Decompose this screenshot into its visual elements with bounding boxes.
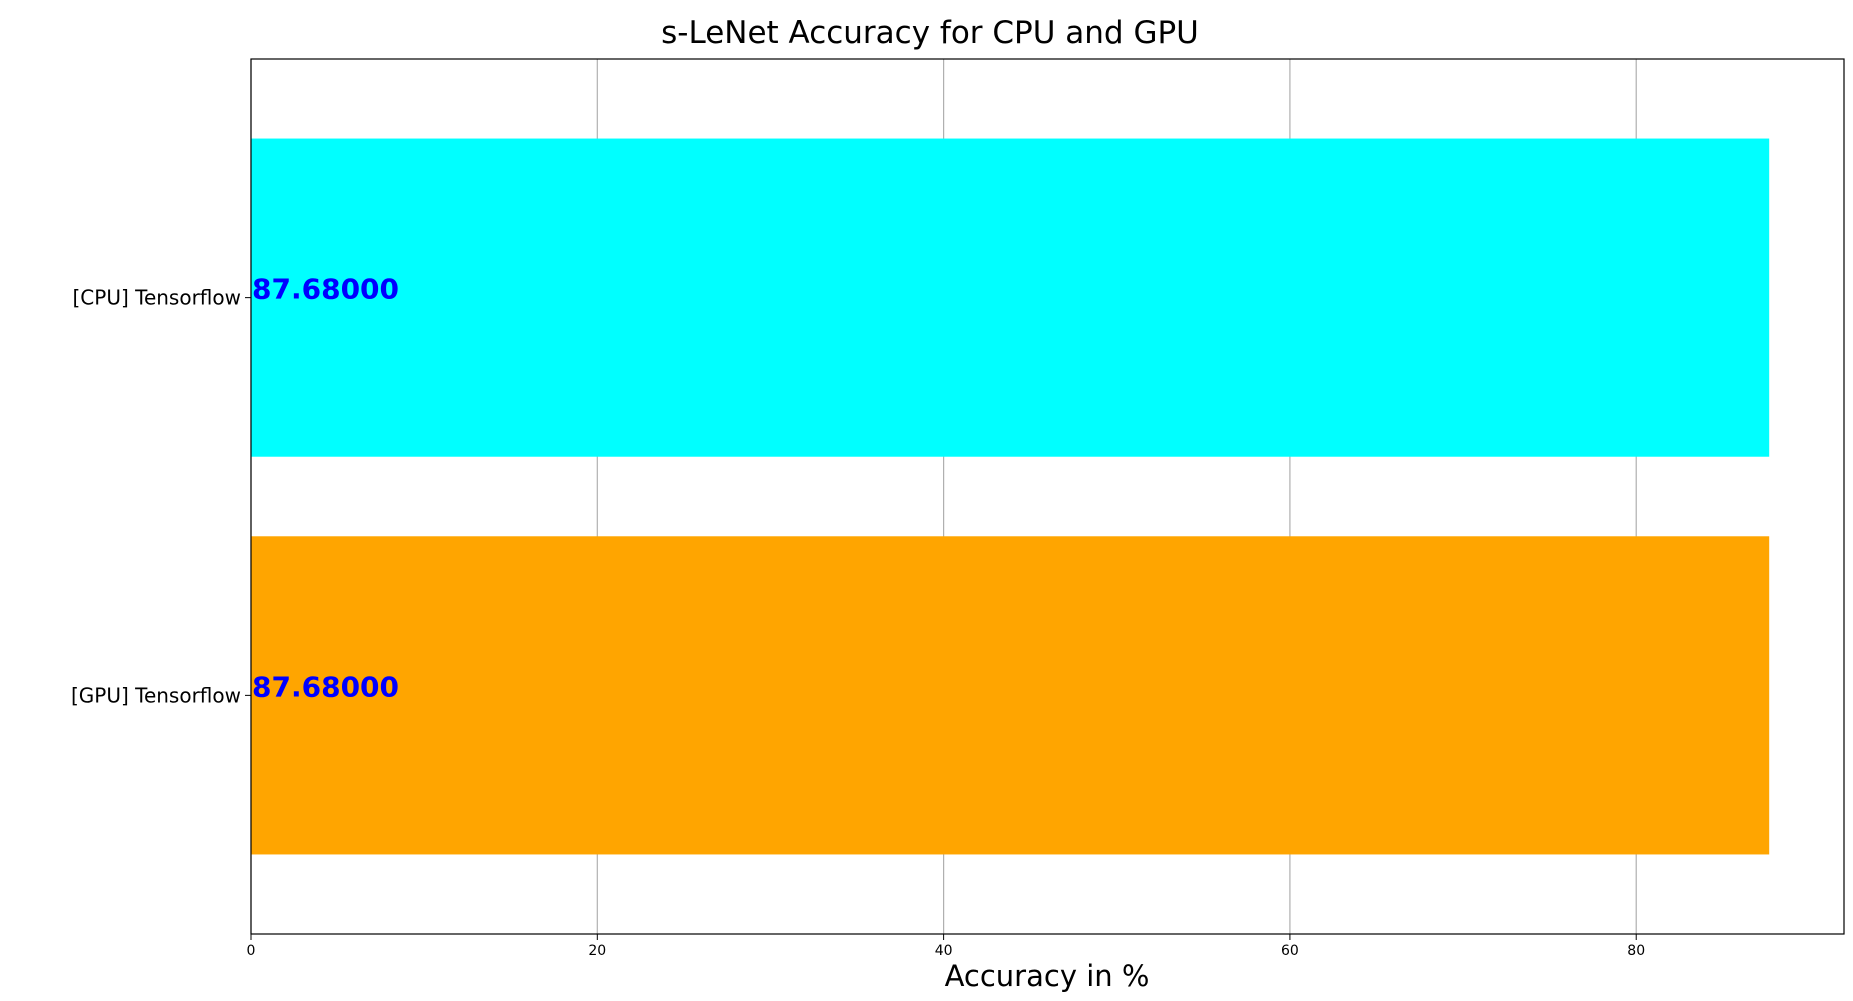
y-axis-ticks: [CPU] Tensorflow [GPU] Tensorflow	[71, 286, 251, 707]
x-axis-label: Accuracy in %	[945, 959, 1150, 993]
plot-frame	[250, 58, 1845, 935]
y-tick-label: [GPU] Tensorflow	[71, 683, 241, 707]
x-tick-label: 40	[935, 943, 953, 959]
x-tick-label: 0	[247, 943, 256, 959]
bar	[251, 536, 1770, 855]
bars	[251, 138, 1770, 855]
x-tick-label: 80	[1627, 943, 1645, 959]
bar	[251, 138, 1770, 457]
x-axis-ticks: 0 20 40 60 80	[247, 934, 1645, 959]
x-tick-label: 60	[1281, 943, 1299, 959]
x-tick-label: 20	[588, 943, 606, 959]
data-labels: 87.68000 87.68000	[252, 273, 399, 704]
data-label: 87.68000	[252, 273, 399, 306]
data-label: 87.68000	[252, 670, 399, 703]
chart-title: s-LeNet Accuracy for CPU and GPU	[661, 15, 1199, 51]
y-tick-label: [CPU] Tensorflow	[73, 286, 242, 310]
